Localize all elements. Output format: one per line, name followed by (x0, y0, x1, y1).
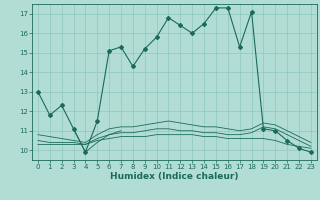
X-axis label: Humidex (Indice chaleur): Humidex (Indice chaleur) (110, 172, 239, 181)
